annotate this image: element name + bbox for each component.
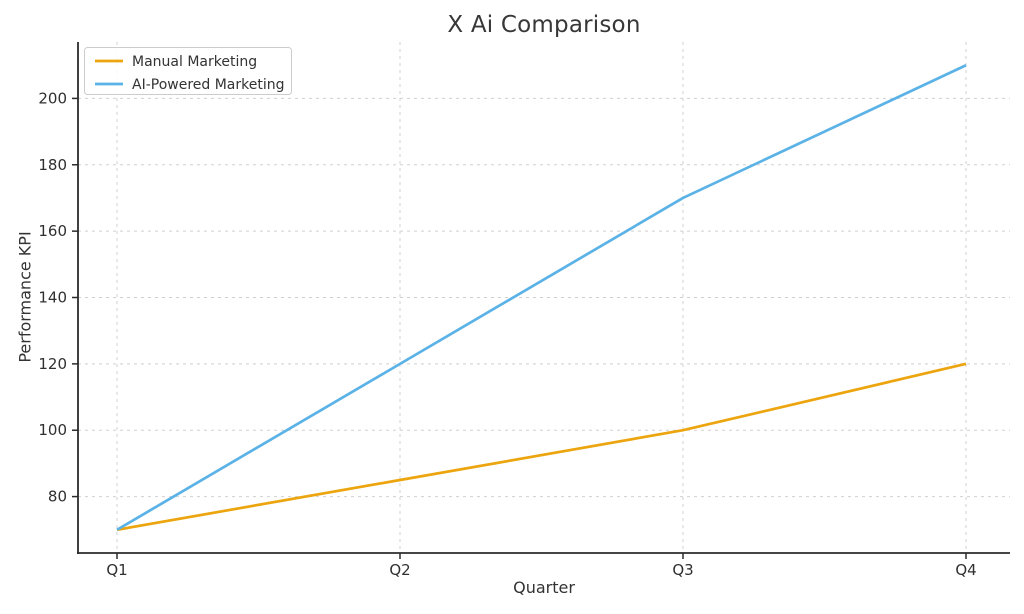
chart-title: X Ai Comparison: [447, 12, 641, 38]
x-tick-label: Q3: [672, 561, 693, 579]
y-tick-label: 120: [38, 355, 67, 373]
series-line-ai-powered-marketing: [116, 64, 967, 531]
legend-label: AI-Powered Marketing: [132, 77, 285, 93]
y-tick-label: 100: [38, 421, 67, 439]
y-tick-label: 160: [38, 222, 67, 240]
series-line-manual-marketing: [116, 362, 967, 532]
y-tick-label: 180: [38, 156, 67, 174]
x-axis-label: Quarter: [513, 578, 575, 597]
x-tick-label: Q2: [389, 561, 410, 579]
y-tick-label: 140: [38, 289, 67, 307]
y-tick-label: 200: [38, 89, 67, 107]
legend-label: Manual Marketing: [132, 54, 257, 70]
legend-box: [84, 47, 292, 95]
x-tick-label: Q4: [955, 561, 976, 579]
y-tick-label: 80: [48, 488, 67, 506]
x-tick-label: Q1: [106, 561, 127, 579]
